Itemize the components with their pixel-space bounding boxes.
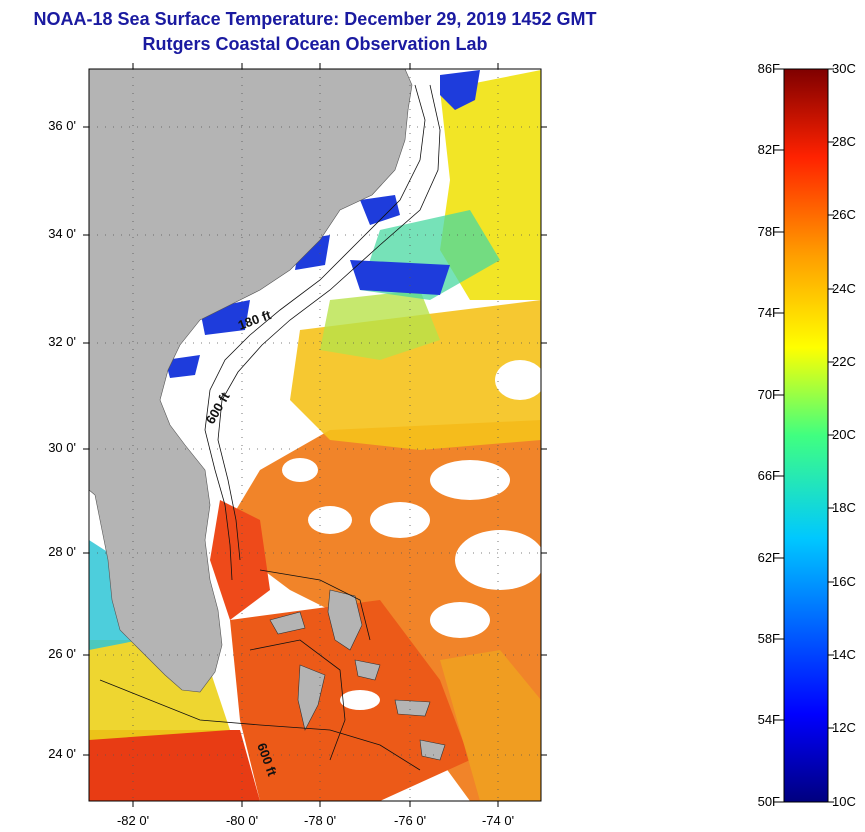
colorbar-c-label: 12C (832, 720, 856, 735)
map-panel (89, 69, 541, 801)
lon-label: -76 0' (393, 813, 427, 828)
cloud-blobs (282, 360, 541, 710)
bathymetry-contours (99, 84, 441, 771)
colorbar-f-label: 78F (757, 224, 780, 239)
colorbar-c-label: 22C (832, 354, 856, 369)
colorbar-c-label: 18C (832, 500, 856, 515)
colorbar (783, 68, 829, 803)
grid-lines (89, 69, 541, 801)
colorbar-c-label: 24C (832, 281, 856, 296)
colorbar-c-label: 26C (832, 207, 856, 222)
colorbar-c-label: 20C (832, 427, 856, 442)
colorbar-f-label: 66F (757, 468, 780, 483)
map-title: NOAA-18 Sea Surface Temperature: Decembe… (33, 9, 597, 29)
land-mainland (89, 69, 413, 693)
colorbar-c-label: 14C (832, 647, 856, 662)
colorbar-f-label: 58F (757, 631, 780, 646)
colorbar-f-label: 54F (757, 712, 780, 727)
colorbar-c-label: 28C (832, 134, 856, 149)
lon-label: -74 0' (481, 813, 515, 828)
lat-label: 24 0' (48, 746, 76, 761)
lat-label: 34 0' (48, 226, 76, 241)
lat-label: 36 0' (48, 118, 76, 133)
colorbar-f-label: 86F (757, 61, 780, 76)
colorbar-f-label: 82F (757, 142, 780, 157)
colorbar-c-label: 10C (832, 794, 856, 809)
map-subtitle: Rutgers Coastal Ocean Observation Lab (142, 34, 488, 54)
lat-label: 28 0' (48, 544, 76, 559)
lat-label: 30 0' (48, 440, 76, 455)
lon-label: -80 0' (225, 813, 259, 828)
map-frame (88, 68, 542, 802)
colorbar-f-label: 70F (757, 387, 780, 402)
lon-label: -82 0' (116, 813, 150, 828)
colorbar-ticks (778, 68, 834, 803)
colorbar-c-label: 30C (832, 61, 856, 76)
lat-label: 26 0' (48, 646, 76, 661)
lat-label: 32 0' (48, 334, 76, 349)
colorbar-c-label: 16C (832, 574, 856, 589)
lon-label: -78 0' (303, 813, 337, 828)
bahamas-islands (269, 589, 446, 761)
axis-ticks (83, 63, 547, 807)
colorbar-f-label: 50F (757, 794, 780, 809)
colorbar-f-label: 62F (757, 550, 780, 565)
colorbar-f-label: 74F (757, 305, 780, 320)
